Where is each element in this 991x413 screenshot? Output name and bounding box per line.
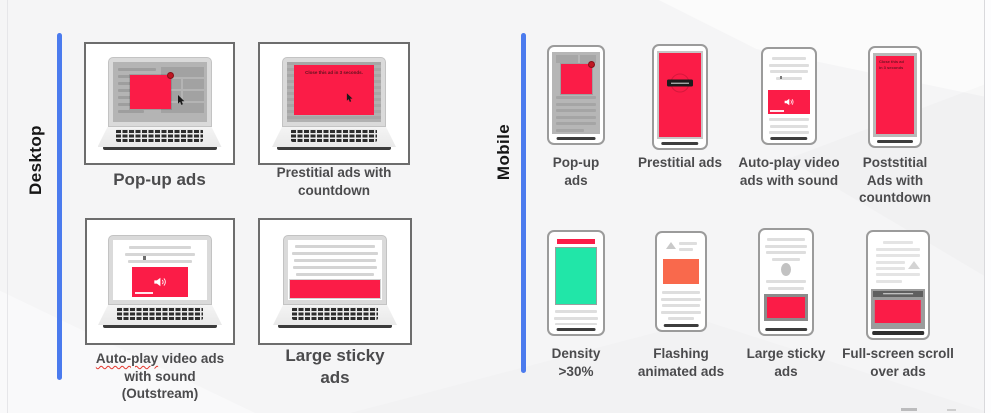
keyboard <box>116 307 204 320</box>
speaker-icon <box>784 98 794 106</box>
ad-type-label: Large sticky ads <box>285 346 385 388</box>
ad-type-label: Prestitial ads with countdown <box>276 165 392 198</box>
video-progress-bar <box>135 292 153 294</box>
density-top-ad-strip <box>557 239 595 244</box>
video-progress-bar <box>770 110 784 112</box>
sticky-ad-banner <box>290 280 380 298</box>
close-icon <box>166 72 174 79</box>
home-bar <box>556 328 596 331</box>
home-bar <box>770 137 808 140</box>
laptop-illustration <box>97 57 222 150</box>
dismiss-bar <box>873 290 923 297</box>
keyboard <box>290 129 378 142</box>
image-placeholder-oval <box>781 263 791 276</box>
pill-text-placeholder <box>671 82 689 85</box>
cursor-icon <box>177 95 184 105</box>
clipped-logo-marks <box>901 408 917 411</box>
scrollover-ad-rect <box>874 299 922 323</box>
ad-type-label: Auto-play video ads with sound (Outstrea… <box>95 351 225 402</box>
ad-type-label: Density >30% <box>551 346 601 379</box>
prestitial-ad-overlay <box>659 53 701 137</box>
home-bar <box>765 328 807 331</box>
ad-card-desktop-popup <box>84 42 235 165</box>
density-ad-rect <box>555 247 597 305</box>
home-bar <box>877 140 913 143</box>
phone-illustration-sticky <box>758 228 814 336</box>
mobile-accent-bar <box>521 33 526 373</box>
phone-illustration-popup <box>547 45 605 145</box>
countdown-pill <box>667 79 693 87</box>
phone-illustration-autoplay <box>761 47 817 145</box>
image-placeholder-icon <box>908 261 920 269</box>
slide-left-edge <box>7 0 8 413</box>
ad-type-label: Poststitial Ads with countdown <box>859 155 931 206</box>
ad-type-label: Pop-up ads <box>552 155 600 188</box>
slide-right-margin <box>985 0 991 413</box>
ad-type-label: Pop-up ads <box>113 170 206 189</box>
desktop-section-label: Desktop <box>26 125 45 195</box>
laptop-illustration <box>98 235 222 328</box>
ad-card-desktop-prestitial: Close this ad in 3 seconds. <box>258 42 410 165</box>
phone-illustration-flashing <box>655 231 707 332</box>
laptop-illustration: Close this ad in 3 seconds. <box>272 57 396 150</box>
desktop-accent-bar <box>57 33 62 380</box>
ad-type-label: Prestitial ads <box>637 155 723 170</box>
sticky-ad-banner <box>764 294 808 321</box>
ad-card-desktop-sticky <box>258 218 412 345</box>
phone-illustration-prestitial <box>652 44 708 150</box>
video-ad-rect <box>132 267 188 297</box>
ad-card-desktop-autoplay <box>85 218 235 345</box>
dismiss-text-placeholder <box>883 292 913 295</box>
video-ad-rect <box>768 90 810 114</box>
popup-ad-rect <box>129 72 174 109</box>
flashing-ad-rect <box>663 259 699 284</box>
home-bar <box>556 137 596 140</box>
scrollover-ad-panel <box>871 288 925 329</box>
image-placeholder-icon <box>666 242 676 249</box>
phone-illustration-scrollover <box>866 230 930 340</box>
ad-type-label: Auto-play video ads with sound <box>738 155 840 188</box>
keyboard <box>116 129 203 142</box>
home-bar <box>661 142 699 145</box>
ad-type-label: Flashing animated ads <box>637 346 725 379</box>
keyboard <box>291 307 379 320</box>
home-bar <box>872 331 924 335</box>
countdown-text: Close this ad in 3 seconds <box>879 59 904 70</box>
prestitial-ad-overlay: Close this ad in 3 seconds. <box>294 65 374 115</box>
ad-type-label: Large sticky ads <box>746 346 826 379</box>
phone-illustration-density <box>547 230 605 336</box>
poststitial-ad-overlay: Close this ad in 3 seconds <box>876 56 914 134</box>
laptop-illustration <box>273 235 397 328</box>
close-icon <box>588 61 595 68</box>
clipped-logo-marks <box>947 409 956 411</box>
mobile-section-label: Mobile <box>494 123 513 181</box>
speaker-icon <box>154 277 166 287</box>
countdown-text: Close this ad in 3 seconds. <box>305 70 363 75</box>
slide-right-edge <box>984 0 985 413</box>
home-bar <box>663 324 699 327</box>
ad-type-label: Full-screen scroll over ads <box>842 346 954 379</box>
phone-illustration-poststitial: Close this ad in 3 seconds <box>868 46 922 148</box>
cursor-icon <box>346 93 353 102</box>
popup-ad-rect <box>561 61 595 94</box>
